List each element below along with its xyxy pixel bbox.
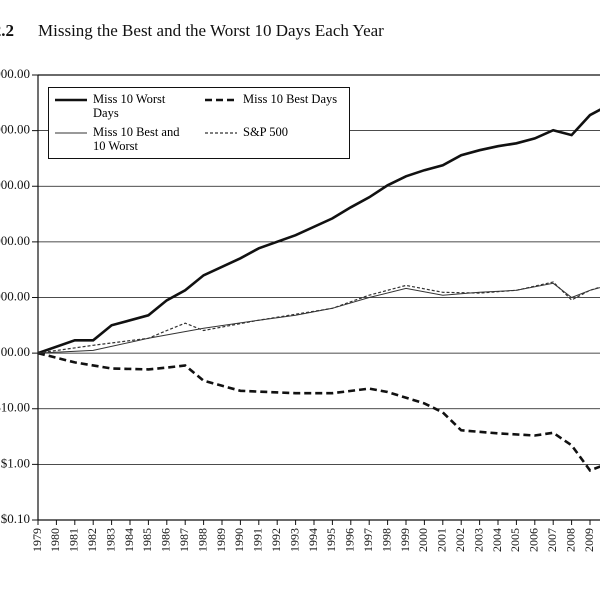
legend-item: Miss 10 Best Days <box>203 92 353 122</box>
series-line <box>38 351 600 472</box>
x-tick-label: 2004 <box>490 528 504 552</box>
legend-swatch <box>205 98 237 102</box>
figure-number: 2.2 <box>0 21 14 40</box>
legend-swatch <box>205 132 237 134</box>
x-tick-label: 1993 <box>287 528 301 552</box>
legend: Miss 10 Worst Days Miss 10 Best Days Miss … <box>48 87 350 159</box>
series-line <box>38 108 600 355</box>
x-tick-label: 1999 <box>398 528 412 552</box>
x-tick-label: 2001 <box>435 528 449 552</box>
legend-item: S&P 500 <box>203 125 353 155</box>
legend-label: Miss 10 Worst Days <box>93 92 166 120</box>
x-tick-label: 1987 <box>177 528 191 552</box>
x-tick-label: 1984 <box>122 528 136 552</box>
legend-item: Miss 10 Best and 10 Worst <box>53 125 203 155</box>
x-tick-label: 2005 <box>508 528 522 552</box>
x-tick-label: 1990 <box>232 528 246 552</box>
y-tick-label: $10,000,000.00 <box>0 66 30 81</box>
y-tick-label: $0.10 <box>1 511 30 526</box>
x-tick-label: 2000 <box>416 528 430 552</box>
y-tick-label: $10,000.00 <box>0 233 30 248</box>
x-tick-label: 1994 <box>306 528 320 552</box>
legend-label: S&P 500 <box>243 125 289 139</box>
x-tick-label: 2002 <box>453 528 467 552</box>
x-tick-label: 2006 <box>527 528 541 552</box>
legend-label: Miss 10 Best and 10 Worst <box>93 125 180 153</box>
x-tick-label: 1992 <box>269 528 283 552</box>
x-tick-label: 1981 <box>67 528 81 552</box>
legend-swatch <box>55 132 87 134</box>
x-tick-label: 1979 <box>30 528 44 552</box>
x-tick-label: 1983 <box>103 528 117 552</box>
y-tick-label: $1,000,000.00 <box>0 122 30 137</box>
legend-label: Miss 10 Best Days <box>243 92 338 106</box>
x-tick-label: 1988 <box>195 528 209 552</box>
y-tick-label: $100.00 <box>0 344 30 359</box>
y-tick-label: $100,000.00 <box>0 177 30 192</box>
x-tick-label: 2008 <box>563 528 577 552</box>
series-line <box>38 281 600 354</box>
y-tick-label: $10.00 <box>0 400 30 415</box>
x-tick-label: 2007 <box>545 528 559 552</box>
x-tick-label: 1989 <box>214 528 228 552</box>
x-tick-label: 1980 <box>48 528 62 552</box>
x-tick-label: 1995 <box>324 528 338 552</box>
x-tick-label: 2003 <box>471 528 485 552</box>
x-tick-label: 1998 <box>379 528 393 552</box>
y-tick-label: $1.00 <box>1 455 30 470</box>
x-tick-label: 1996 <box>343 528 357 552</box>
x-tick-label: 1997 <box>361 528 375 552</box>
series-line <box>38 282 600 354</box>
y-tick-label: $1,000.00 <box>0 288 30 303</box>
plot-area <box>38 108 600 472</box>
x-tick-label: 2009 <box>582 528 596 552</box>
legend-swatch <box>55 98 87 102</box>
x-tick-label: 1985 <box>140 528 154 552</box>
x-tick-label: 1991 <box>251 528 265 552</box>
x-tick-label: 1982 <box>85 528 99 552</box>
chart-title: Missing the Best and the Worst 10 Days E… <box>38 21 384 40</box>
legend-item: Miss 10 Worst Days <box>53 92 203 122</box>
x-tick-label: 1986 <box>159 528 173 552</box>
